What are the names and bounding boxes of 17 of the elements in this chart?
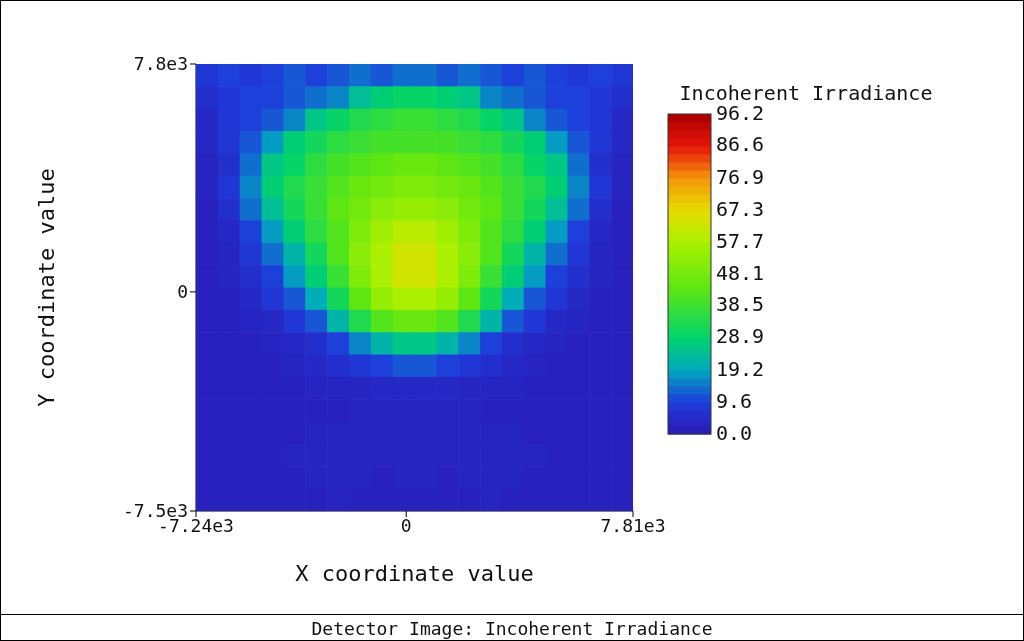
color-bar-label: 38.5 (716, 292, 765, 317)
text: Detector Image: Incoherent Irradiance (310, 618, 714, 639)
color-bar-label: 67.3 (716, 196, 765, 221)
x-tick-label: 0 (400, 514, 412, 536)
color-bar-label: 9.6 (716, 388, 753, 413)
y-tick-label: 0 (177, 281, 188, 303)
color-bar-label: 48.1 (716, 260, 765, 285)
x-tick-label: 7.81e3 (600, 514, 666, 536)
color-bar-label: 76.9 (716, 164, 765, 189)
color-bar-label: 19.2 (716, 356, 765, 381)
color-bar-label: 28.9 (716, 324, 765, 349)
y-axis-title: Y coordinate value (33, 168, 59, 407)
color-bar-label: 86.6 (716, 132, 765, 157)
color-bar-label: 57.7 (716, 228, 765, 253)
y-tick-label: 7.8e3 (133, 53, 188, 75)
x-axis-title: X coordinate value (295, 561, 534, 586)
color-bar-label: 0.0 (716, 420, 753, 445)
